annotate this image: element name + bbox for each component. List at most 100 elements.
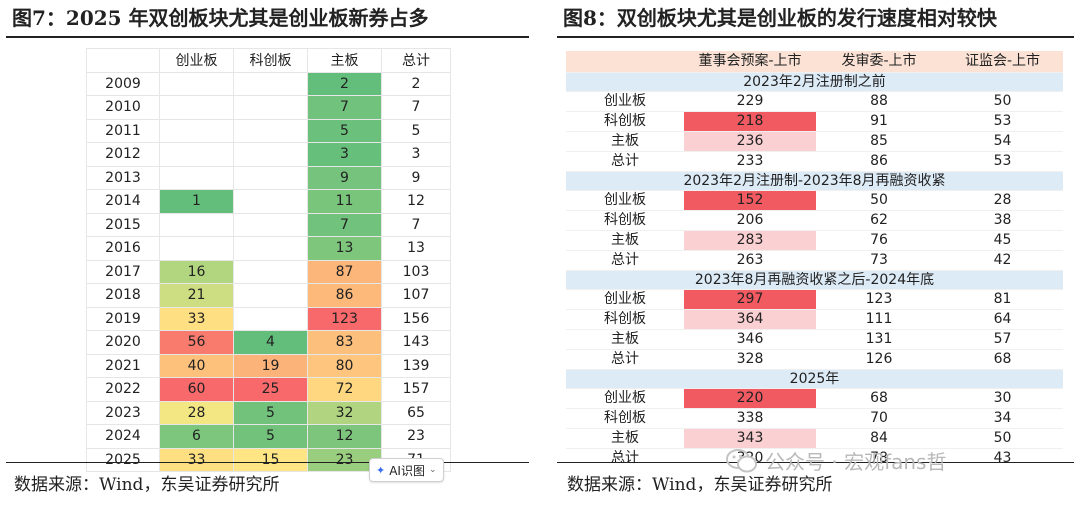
plan-to-listing-cell: 346 [736, 331, 764, 347]
plan-to-listing-cell: 233 [736, 153, 764, 169]
header-csrc-to-listing: 证监会-上市 [964, 53, 1041, 69]
heatmap-row: 2018 21 86 107 [86, 283, 451, 308]
wechat-icon [726, 448, 757, 472]
board-name-cell: 创业板 [604, 192, 646, 208]
header-board [566, 51, 684, 72]
period-section-label: 2023年8月再融资收紧之后-2024年底 [566, 270, 1063, 289]
board-name-cell: 创业板 [604, 93, 646, 109]
csrc-to-listing-cell: 64 [993, 311, 1012, 327]
zb-count-cell: 32 [307, 400, 382, 425]
board-name-cell: 主板 [611, 133, 639, 149]
kcb-count-cell [233, 189, 308, 214]
board-name-cell: 科创板 [604, 311, 646, 327]
board-name-cell: 创业板 [604, 390, 646, 406]
board-name-cell: 科创板 [604, 212, 646, 228]
review-to-listing-cell: 50 [870, 192, 888, 208]
board-name-cell: 主板 [611, 232, 639, 248]
issuance-row-zb: 主板 343 84 50 [566, 428, 1063, 448]
zb-count-cell: 72 [307, 377, 382, 402]
review-to-listing-cell: 73 [870, 252, 888, 268]
heatmap-row: 2016 13 13 [86, 236, 451, 261]
year-cell: 2020 [86, 330, 160, 355]
heatmap-row: 2011 5 5 [86, 118, 451, 143]
year-cell: 2015 [86, 212, 160, 237]
heatmap-row: 2012 3 3 [86, 142, 451, 167]
year-cell: 2022 [86, 377, 160, 402]
board-name-cell: 创业板 [604, 291, 646, 307]
cyb-count-cell: 21 [159, 283, 234, 308]
heatmap-header-row: 创业板 科创板 主板 总计 [86, 48, 451, 73]
plan-to-listing-cell: 338 [736, 410, 764, 426]
heatmap-row: 202533152371 [86, 447, 451, 472]
kcb-count-cell [233, 71, 308, 96]
review-to-listing-cell: 70 [870, 410, 888, 426]
right-figure-title: 图8：双创板块尤其是创业板的发行速度相对较快 [563, 6, 997, 30]
heatmap-row: 2013 9 9 [86, 165, 451, 190]
zb-count-cell: 12 [307, 424, 382, 449]
csrc-to-listing-cell: 53 [993, 153, 1012, 169]
issuance-row-zb: 主板 236 85 54 [566, 131, 1063, 151]
zb-count-cell: 9 [307, 165, 382, 190]
cyb-count-cell: 1 [159, 189, 234, 214]
heatmap-row: 2022 60 25 72 157 [86, 377, 451, 402]
left-figure-panel: 图7：2025 年双创板块尤其是创业板新券占多 创业板 科创板 主板 总计 20… [6, 0, 529, 495]
issuance-row-kcb: 科创板 364 111 64 [566, 309, 1063, 329]
header-total: 总计 [381, 48, 451, 73]
header-year [86, 48, 160, 73]
total-count-cell: 156 [381, 306, 451, 331]
csrc-to-listing-cell: 81 [993, 291, 1012, 307]
cyb-count-cell: 33 [159, 447, 234, 472]
zb-count-cell: 7 [307, 212, 382, 237]
total-count-cell: 139 [381, 353, 451, 378]
csrc-to-listing-cell: 57 [993, 331, 1012, 347]
year-cell: 2017 [86, 259, 160, 284]
issuance-row-cyb: 创业板 152 50 28 [566, 190, 1063, 210]
cyb-count-cell: 16 [159, 259, 234, 284]
year-cell: 2016 [86, 236, 160, 261]
cyb-count-cell: 40 [159, 353, 234, 378]
kcb-count-cell [233, 95, 308, 120]
header-cyb: 创业板 [159, 48, 234, 73]
watermark-text: 公众号 · 宏观fans哲 [765, 450, 947, 474]
year-cell: 2025 [86, 447, 160, 472]
kcb-count-cell [233, 306, 308, 331]
total-count-cell: 13 [381, 236, 451, 261]
issuance-row-total: 总计 328 126 68 [566, 349, 1063, 369]
issuance-row-kcb: 科创板 218 91 53 [566, 111, 1063, 131]
left-title-rule [6, 36, 529, 38]
left-source-note: 数据来源：Wind，东吴证券研究所 [14, 475, 280, 495]
csrc-to-listing-cell: 38 [993, 212, 1012, 228]
cyb-count-cell [159, 142, 234, 167]
csrc-to-listing-cell: 54 [993, 133, 1012, 149]
left-figure-title: 图7：2025 年双创板块尤其是创业板新券占多 [12, 6, 429, 30]
heatmap-row: 2019 33 123 156 [86, 306, 451, 331]
plan-to-listing-cell: 236 [684, 132, 816, 151]
cyb-count-cell: 33 [159, 306, 234, 331]
csrc-to-listing-cell: 43 [993, 450, 1012, 466]
csrc-to-listing-cell: 42 [993, 252, 1012, 268]
zb-count-cell: 3 [307, 142, 382, 167]
ai-recognize-button[interactable]: ✦ AI识图 ⌄ [369, 458, 444, 482]
board-name-cell: 总计 [611, 153, 639, 169]
watermark: 公众号 · 宏观fans哲 [725, 446, 946, 475]
period-section-label: 2023年2月注册制之前 [566, 72, 1063, 91]
plan-to-listing-cell: 283 [684, 231, 816, 250]
right-figure-panel: 图8：双创板块尤其是创业板的发行速度相对较快 董事会预案-上市 发审委-上市 证… [557, 0, 1074, 495]
kcb-count-cell: 19 [233, 353, 308, 378]
issuance-row-cyb: 创业板 220 68 30 [566, 388, 1063, 408]
total-count-cell: 65 [381, 400, 451, 425]
cyb-count-cell: 6 [159, 424, 234, 449]
header-review-to-listing: 发审委-上市 [841, 53, 917, 69]
csrc-to-listing-cell: 34 [993, 410, 1012, 426]
kcb-count-cell [233, 165, 308, 190]
zb-count-cell: 87 [307, 259, 382, 284]
board-name-cell: 总计 [611, 252, 639, 268]
board-name-cell: 科创板 [604, 113, 646, 129]
kcb-count-cell: 25 [233, 377, 308, 402]
review-to-listing-cell: 62 [870, 212, 888, 228]
total-count-cell: 2 [381, 71, 451, 96]
kcb-count-cell: 15 [233, 447, 308, 472]
zb-count-cell: 5 [307, 118, 382, 143]
plan-to-listing-cell: 218 [684, 112, 816, 131]
kcb-count-cell: 5 [233, 424, 308, 449]
